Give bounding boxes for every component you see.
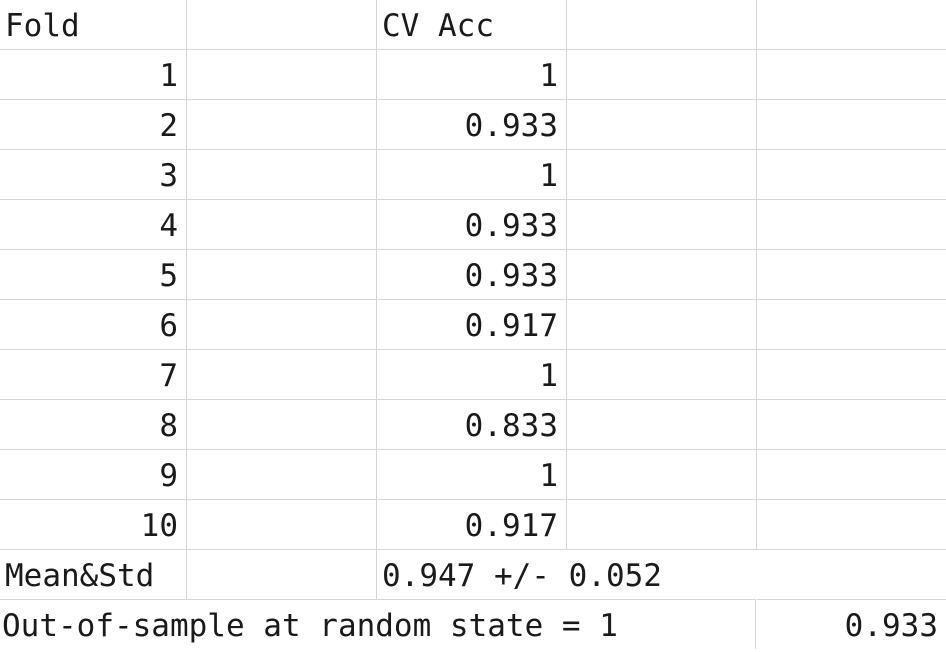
header-cell-empty-e[interactable] bbox=[757, 0, 946, 50]
cv-acc-cell[interactable]: 1 bbox=[377, 50, 567, 100]
empty-cell[interactable] bbox=[567, 350, 757, 400]
empty-cell[interactable] bbox=[567, 400, 757, 450]
out-of-sample-label-cell[interactable]: Out-of-sample at random state = 1 bbox=[0, 600, 756, 649]
fold-cell[interactable]: 1 bbox=[0, 50, 187, 100]
cv-acc-cell[interactable]: 1 bbox=[377, 350, 567, 400]
empty-cell[interactable] bbox=[187, 200, 377, 250]
table-row: 10 0.917 bbox=[0, 500, 946, 550]
table-row: 3 1 bbox=[0, 150, 946, 200]
empty-cell[interactable] bbox=[757, 550, 946, 600]
empty-cell[interactable] bbox=[567, 150, 757, 200]
fold-cell[interactable]: 4 bbox=[0, 200, 187, 250]
fold-cell[interactable]: 9 bbox=[0, 450, 187, 500]
empty-cell[interactable] bbox=[187, 400, 377, 450]
fold-cell[interactable]: 3 bbox=[0, 150, 187, 200]
table-row: 1 1 bbox=[0, 50, 946, 100]
empty-cell[interactable] bbox=[567, 100, 757, 150]
header-cell-empty-d[interactable] bbox=[567, 0, 757, 50]
out-of-sample-row: Out-of-sample at random state = 1 0.933 bbox=[0, 600, 946, 649]
table-row: 8 0.833 bbox=[0, 400, 946, 450]
cv-acc-cell[interactable]: 0.917 bbox=[377, 500, 567, 550]
empty-cell[interactable] bbox=[567, 250, 757, 300]
fold-cell[interactable]: 8 bbox=[0, 400, 187, 450]
empty-cell[interactable] bbox=[187, 500, 377, 550]
empty-cell[interactable] bbox=[757, 250, 946, 300]
empty-cell[interactable] bbox=[567, 450, 757, 500]
empty-cell[interactable] bbox=[187, 100, 377, 150]
empty-cell[interactable] bbox=[757, 150, 946, 200]
fold-cell[interactable]: 2 bbox=[0, 100, 187, 150]
table-row: 4 0.933 bbox=[0, 200, 946, 250]
fold-cell[interactable]: 7 bbox=[0, 350, 187, 400]
cv-acc-cell[interactable]: 0.833 bbox=[377, 400, 567, 450]
summary-row: Mean&Std 0.947 +/- 0.052 bbox=[0, 550, 946, 600]
cv-acc-cell[interactable]: 0.933 bbox=[377, 100, 567, 150]
empty-cell[interactable] bbox=[757, 350, 946, 400]
header-cell-cv-acc[interactable]: CV Acc bbox=[377, 0, 567, 50]
empty-cell[interactable] bbox=[187, 250, 377, 300]
empty-cell[interactable] bbox=[567, 500, 757, 550]
empty-cell[interactable] bbox=[187, 300, 377, 350]
empty-cell[interactable] bbox=[187, 550, 377, 600]
table-row: 5 0.933 bbox=[0, 250, 946, 300]
table-row: 6 0.917 bbox=[0, 300, 946, 350]
empty-cell[interactable] bbox=[187, 450, 377, 500]
empty-cell[interactable] bbox=[187, 50, 377, 100]
mean-std-label-cell[interactable]: Mean&Std bbox=[0, 550, 187, 600]
header-cell-empty-b[interactable] bbox=[187, 0, 377, 50]
fold-cell[interactable]: 10 bbox=[0, 500, 187, 550]
empty-cell[interactable] bbox=[757, 500, 946, 550]
empty-cell[interactable] bbox=[757, 450, 946, 500]
table-row: 2 0.933 bbox=[0, 100, 946, 150]
empty-cell[interactable] bbox=[757, 300, 946, 350]
empty-cell[interactable] bbox=[567, 50, 757, 100]
cv-acc-cell[interactable]: 0.933 bbox=[377, 200, 567, 250]
cv-acc-cell[interactable]: 0.917 bbox=[377, 300, 567, 350]
empty-cell[interactable] bbox=[567, 200, 757, 250]
mean-std-value-cell[interactable]: 0.947 +/- 0.052 bbox=[377, 550, 756, 600]
cv-acc-cell[interactable]: 1 bbox=[377, 150, 567, 200]
out-of-sample-value-cell[interactable]: 0.933 bbox=[844, 608, 938, 644]
empty-cell[interactable] bbox=[757, 400, 946, 450]
cv-acc-cell[interactable]: 1 bbox=[377, 450, 567, 500]
empty-cell[interactable] bbox=[567, 300, 757, 350]
empty-cell[interactable] bbox=[187, 150, 377, 200]
fold-cell[interactable]: 5 bbox=[0, 250, 187, 300]
table-row: 7 1 bbox=[0, 350, 946, 400]
empty-cell[interactable] bbox=[757, 50, 946, 100]
empty-cell[interactable] bbox=[187, 350, 377, 400]
header-row: Fold CV Acc bbox=[0, 0, 946, 50]
cv-acc-cell[interactable]: 0.933 bbox=[377, 250, 567, 300]
header-cell-fold[interactable]: Fold bbox=[0, 0, 187, 50]
table-row: 9 1 bbox=[0, 450, 946, 500]
empty-cell[interactable] bbox=[757, 200, 946, 250]
empty-cell[interactable] bbox=[757, 100, 946, 150]
fold-cell[interactable]: 6 bbox=[0, 300, 187, 350]
